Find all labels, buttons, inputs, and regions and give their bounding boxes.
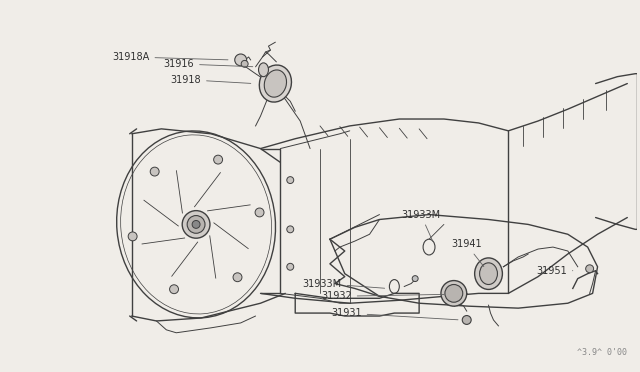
Ellipse shape [241,60,248,67]
Ellipse shape [264,70,287,97]
Ellipse shape [259,63,268,77]
Text: 31941: 31941 [451,239,484,267]
Ellipse shape [182,211,210,238]
Ellipse shape [187,215,205,233]
Ellipse shape [479,263,497,285]
Text: 31951: 31951 [536,266,573,276]
Ellipse shape [586,265,594,273]
Ellipse shape [150,167,159,176]
Ellipse shape [235,54,246,66]
Ellipse shape [128,232,137,241]
Text: 31932: 31932 [321,291,444,301]
Text: 31933M: 31933M [401,209,440,241]
Ellipse shape [445,285,463,302]
Text: ^3.9^ 0'00: ^3.9^ 0'00 [577,349,627,357]
Ellipse shape [287,177,294,183]
Ellipse shape [192,221,200,228]
Ellipse shape [255,208,264,217]
Ellipse shape [287,226,294,233]
Ellipse shape [287,263,294,270]
Text: 31918A: 31918A [112,52,228,62]
Ellipse shape [475,258,502,289]
Ellipse shape [462,315,471,324]
Text: 31916: 31916 [163,59,253,69]
Ellipse shape [214,155,223,164]
Ellipse shape [233,273,242,282]
Ellipse shape [412,276,418,282]
Text: 31918: 31918 [170,75,251,84]
Text: 31933M: 31933M [303,279,385,289]
Ellipse shape [441,280,467,306]
Ellipse shape [259,65,291,102]
Text: 31931: 31931 [331,308,458,320]
Ellipse shape [170,285,179,294]
